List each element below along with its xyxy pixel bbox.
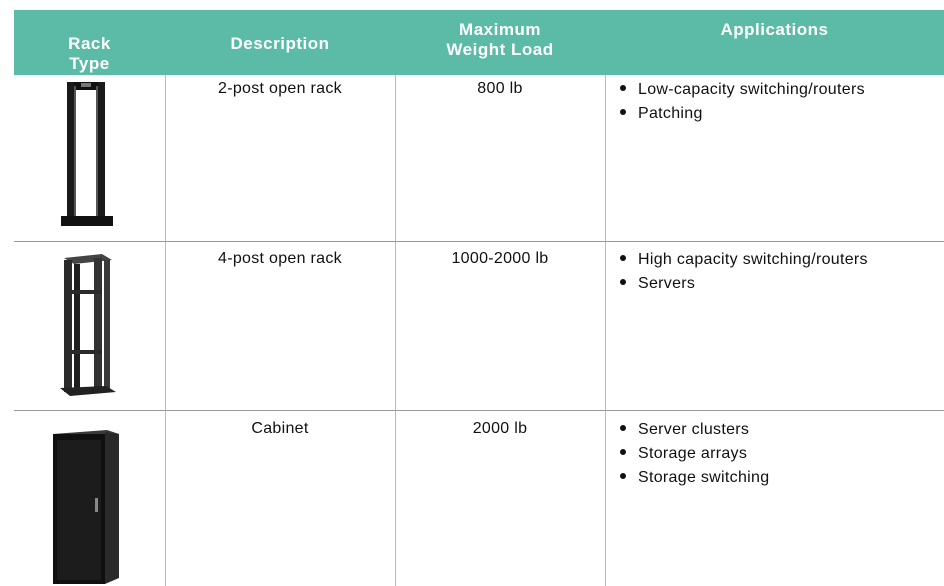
header-cell: Maximum Weight Load <box>446 20 554 59</box>
rack-image <box>61 82 113 226</box>
application-item: Storage arrays <box>618 442 944 466</box>
applications: Low-capacity switching/routers Patching <box>618 78 944 126</box>
weight: 1000-2000 lb <box>451 250 549 267</box>
row-divider <box>14 241 944 242</box>
rack-image <box>53 430 119 584</box>
weight: 800 lb <box>477 80 523 97</box>
description: 4-post open rack <box>218 250 342 267</box>
divider <box>165 75 166 586</box>
applications: Server clusters Storage arrays Storage swi… <box>618 418 944 490</box>
application-item: Server clusters <box>618 418 944 442</box>
divider <box>395 75 396 586</box>
weight: 2000 lb <box>472 420 528 437</box>
header-bar <box>14 10 944 75</box>
rack-image <box>60 254 116 396</box>
description: 2-post open rack <box>218 80 342 97</box>
header-cell: Applications <box>720 20 829 39</box>
application-item: Servers <box>618 272 944 296</box>
application-item: Storage switching <box>618 466 944 490</box>
applications: High capacity switching/routers Servers <box>618 248 944 296</box>
header-cell: Description <box>230 34 330 53</box>
row-divider <box>14 410 944 411</box>
application-item: Patching <box>618 102 944 126</box>
divider <box>605 75 606 586</box>
header-cell: Rack Type <box>68 34 111 73</box>
application-item: High capacity switching/routers <box>618 248 944 272</box>
description: Cabinet <box>251 420 309 437</box>
application-item: Low-capacity switching/routers <box>618 78 944 102</box>
